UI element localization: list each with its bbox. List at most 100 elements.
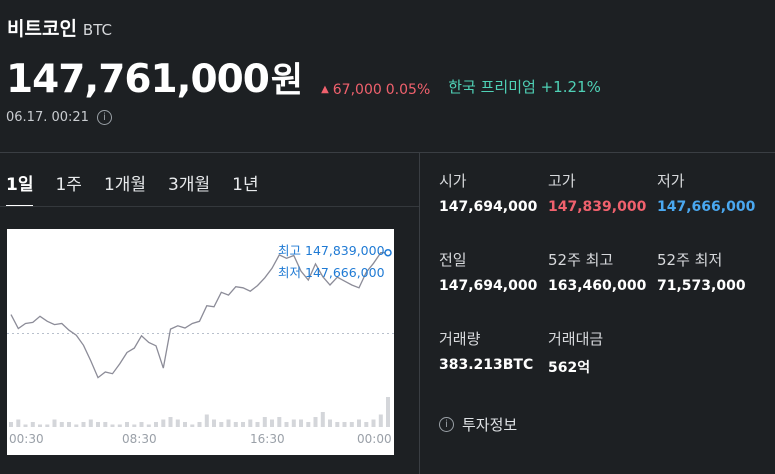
volume-bar [197, 422, 202, 427]
volume-bar [364, 422, 369, 427]
volume-bar [103, 422, 108, 427]
stat-value: 147,694,000 [439, 199, 538, 215]
volume-bar [125, 422, 129, 427]
price-line [10, 252, 388, 379]
volume-bar [74, 424, 79, 427]
volume-bar [248, 419, 253, 427]
volume-bar [284, 422, 289, 427]
coin-name: 비트코인 [7, 18, 77, 40]
investment-info-link[interactable]: i 투자정보 [439, 414, 517, 435]
x-tick-label: 00:30 [9, 432, 44, 446]
volume-bar [342, 422, 347, 427]
volume-bar [9, 422, 13, 427]
volume-bar [386, 397, 390, 427]
x-tick-label: 08:30 [122, 432, 157, 446]
title-row: 비트코인 BTC [7, 14, 112, 41]
volume-bar [168, 417, 173, 427]
volume-bar [291, 419, 296, 427]
stat-open: 시가 147,694,000 [439, 170, 559, 215]
tab-1-week[interactable]: 1주 [55, 175, 82, 195]
tabs-divider [0, 206, 419, 207]
volume-bar [23, 424, 28, 427]
stat-value: 147,666,000 [657, 199, 756, 215]
volume-bar [38, 424, 42, 427]
investment-info-label: 투자정보 [462, 416, 518, 434]
price-change: ▲ 67,000 0.05% [321, 82, 430, 98]
volume-bar [299, 419, 303, 427]
stat-label: 고가 [548, 172, 576, 190]
tab-1-month[interactable]: 1개월 [103, 175, 147, 195]
timestamp-row: 06.17. 00:21 i [6, 110, 112, 125]
x-tick-label: 00:00 [357, 432, 392, 446]
stat-label: 저가 [657, 172, 685, 190]
period-tabs: 1일 1주 1개월 3개월 1년 [6, 170, 259, 207]
volume-bar [226, 419, 231, 427]
stat-label: 52주 최고 [548, 251, 614, 269]
header-divider [0, 152, 775, 153]
price-chart[interactable]: 최고 147,839,000 최저 147,666,000 00:30 08:3… [7, 229, 394, 455]
volume-bar [88, 419, 93, 427]
volume-bar [371, 419, 376, 427]
tab-1-day[interactable]: 1일 [6, 170, 34, 207]
volume-bar [378, 414, 383, 427]
stat-prev-close: 전일 147,694,000 [439, 249, 559, 294]
volume-bar [67, 422, 71, 427]
stat-52w-high: 52주 최고 163,460,000 [548, 249, 668, 294]
volume-bar [161, 419, 166, 427]
korea-premium: 한국 프리미엄 +1.21% [448, 76, 601, 97]
volume-bar [313, 417, 318, 427]
volume-bar [183, 422, 187, 427]
volume-bar [45, 424, 50, 427]
stat-low: 저가 147,666,000 [657, 170, 775, 215]
current-price: 147,761,000 [6, 57, 270, 102]
korea-premium-label: 한국 프리미엄 [448, 78, 536, 96]
stat-label: 거래대금 [548, 330, 604, 348]
volume-bar [270, 419, 274, 427]
change-amount: 67,000 [332, 81, 382, 98]
chart-low-label: 최저 147,666,000 [278, 265, 385, 280]
tab-3-month[interactable]: 3개월 [168, 175, 211, 195]
volume-bar [357, 419, 361, 427]
stat-label: 거래량 [439, 330, 481, 348]
volume-bar [204, 414, 209, 427]
coin-symbol: BTC [82, 21, 112, 39]
volume-bar [262, 417, 267, 427]
stat-label: 전일 [439, 251, 467, 269]
stat-high: 고가 147,839,000 [548, 170, 668, 215]
info-icon: i [439, 417, 454, 432]
volume-bar [175, 419, 180, 427]
x-tick-label: 16:30 [250, 432, 285, 446]
volume-bar [219, 422, 224, 427]
volume-bar [241, 422, 245, 427]
volume-bar [146, 424, 151, 427]
stat-value: 383.213BTC [439, 357, 534, 373]
volume-bar [320, 412, 325, 427]
volume-bar [16, 419, 21, 427]
stat-trade-value: 거래대금 562억 [548, 328, 668, 377]
chart-high-label: 최고 147,839,000 [278, 243, 385, 258]
volume-bar [59, 422, 64, 427]
stat-value: 562억 [548, 360, 591, 376]
volume-bar [154, 422, 158, 427]
price-row: 147,761,000 원 ▲ 67,000 0.05% 한국 프리미엄 +1.… [6, 52, 601, 103]
volume-bar [233, 422, 238, 427]
stat-label: 시가 [439, 172, 467, 190]
volume-bar [190, 424, 195, 427]
stat-value: 71,573,000 [657, 278, 746, 294]
info-icon[interactable]: i [96, 110, 112, 125]
stat-value: 147,694,000 [439, 278, 538, 294]
volume-bar [255, 422, 260, 427]
volume-bar [277, 417, 282, 427]
panel-divider [419, 153, 420, 474]
volume-bar [212, 419, 216, 427]
volume-bar [117, 424, 122, 427]
price-chart-svg[interactable]: 최고 147,839,000 최저 147,666,000 00:30 08:3… [7, 229, 394, 455]
stat-volume: 거래량 383.213BTC [439, 328, 559, 373]
volume-bar [328, 419, 332, 427]
tab-1-year[interactable]: 1년 [232, 175, 259, 195]
volume-bar [110, 424, 115, 427]
volume-bar [30, 422, 35, 427]
change-percent: 0.05% [385, 81, 431, 98]
up-arrow-icon: ▲ [321, 84, 329, 95]
volume-bar [349, 422, 354, 427]
